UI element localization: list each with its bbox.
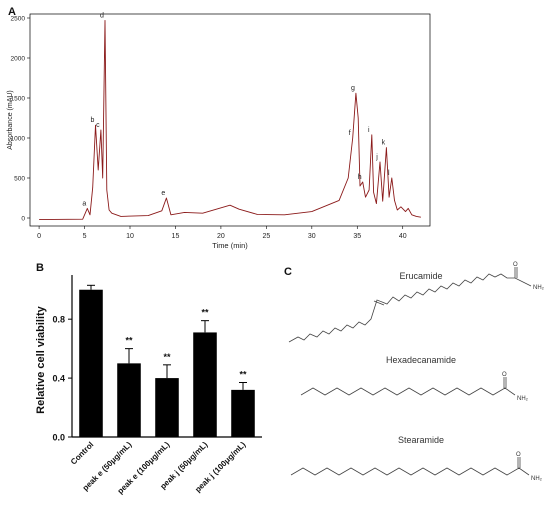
y-tick-label: 2000 [11,56,26,63]
y-axis-label: Absorbance (mAU) [7,90,14,150]
x-tick-label: 25 [262,233,270,240]
bar [79,289,103,437]
cell-viability-bar-chart: 0.0 0.4 0.8 Relative cell viability Control *… [35,275,262,496]
chromatogram-trace [39,19,421,221]
stearamide-chain [290,467,530,476]
x-tick-label: 30 [308,233,316,240]
peak-label-i: i [368,127,370,134]
x-tick-label: 40 [399,233,407,240]
erucamide-oxygen-label: O [513,262,518,268]
x-tick-label: 35 [353,233,361,240]
significance-label: ** [201,308,209,318]
structure-name-erucamide: Erucamide [399,271,442,281]
bar [155,378,179,437]
peak-label-b: b [91,117,95,124]
structure-name-stearamide: Stearamide [398,435,444,445]
bar [117,363,141,437]
x-tick-label: 5 [83,233,87,240]
hexadecanamide-oxygen-label: O [502,372,507,378]
chromatogram-chart: 0 5 10 15 20 25 30 35 40 0 500 1000 1500 2000 2500 Time… [7,12,431,250]
panel-label-a: A [8,6,16,18]
x-tick-label: 10 [126,233,134,240]
erucamide-amine-label: NH₂ [533,285,545,291]
peak-label-k: k [382,140,386,147]
y-tick-label: 0 [21,216,25,223]
y-tick-label: 0.8 [52,315,65,325]
peak-label-l: l [388,170,390,177]
y-tick-label: 1500 [11,96,26,103]
stearamide-oxygen-label: O [516,452,521,458]
x-axis-label: Time (min) [212,241,248,250]
significance-label: ** [163,352,171,362]
y-tick-label: 2500 [11,16,26,23]
peak-label-g: g [351,85,355,92]
peak-label-c: c [96,122,100,129]
erucamide-double-bond [373,300,385,306]
panel-label-b: B [36,262,44,274]
y-axis-label: Relative cell viability [35,305,47,413]
peak-label-d: d [100,12,104,19]
bar [231,389,255,437]
y-tick-label: 1000 [11,136,26,143]
peak-label-e: e [161,190,165,197]
significance-label: ** [239,370,247,380]
chemical-structures: Erucamide O NH₂ Hexadecanamide O NH₂ Ste… [288,262,545,482]
y-tick-label: 500 [14,176,25,183]
bar [193,332,217,437]
erucamide-chain [288,273,532,343]
peak-label-a: a [82,200,86,207]
significance-label: ** [125,336,133,346]
x-category-label: Control [69,440,95,466]
peak-label-h: h [358,174,362,181]
panel-label-c: C [284,266,292,278]
y-tick-label: 0.4 [52,374,65,384]
y-tick-label: 0.0 [52,433,65,443]
peak-label-j: j [375,154,378,161]
stearamide-amine-label: NH₂ [531,476,543,482]
peak-label-f: f [349,130,351,137]
x-tick-label: 15 [172,233,180,240]
x-tick-label: 20 [217,233,225,240]
structure-name-hexadecanamide: Hexadecanamide [386,355,456,365]
hexadecanamide-amine-label: NH₂ [517,396,529,402]
hexadecanamide-chain [300,387,516,396]
x-tick-label: 0 [37,233,41,240]
plot-frame [29,13,431,227]
